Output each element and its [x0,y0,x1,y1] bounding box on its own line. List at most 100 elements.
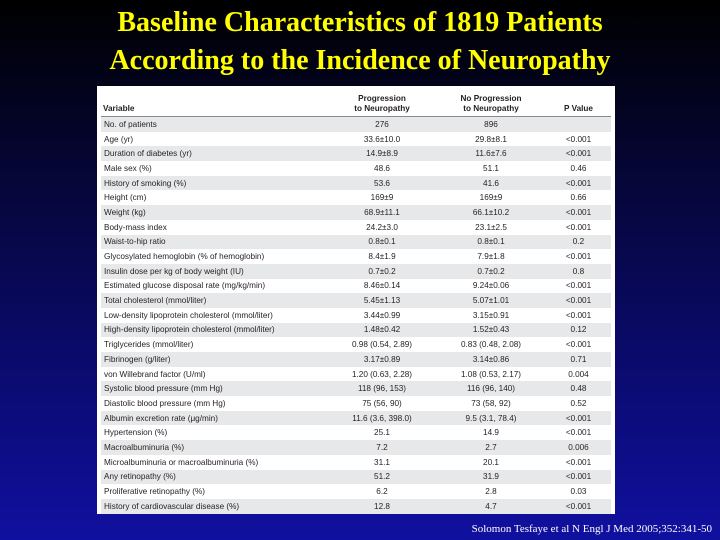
header-p-value: P Value [546,89,611,117]
cell-variable: Microalbuminuria or macroalbuminuria (%) [101,454,328,470]
cell-progression: 14.9±8.9 [328,146,436,162]
cell-p-value: <0.001 [546,337,611,352]
cell-no-progression: 1.08 (0.53, 2.17) [436,366,546,382]
cell-progression: 48.6 [328,161,436,176]
table-row: Low-density lipoprotein cholesterol (mmo… [101,307,611,323]
cell-no-progression: 14.9 [436,425,546,441]
cell-progression: 68.9±11.1 [328,205,436,220]
cell-p-value: 0.48 [546,381,611,397]
cell-variable: Diastolic blood pressure (mm Hg) [101,396,328,411]
cell-progression: 6.2 [328,484,436,499]
cell-no-progression: 2.8 [436,484,546,499]
cell-variable: Triglycerides (mmol/liter) [101,337,328,352]
cell-p-value: <0.001 [546,175,611,191]
cell-no-progression: 116 (96, 140) [436,381,546,397]
table-row: Macroalbuminuria (%) 7.2 2.7 0.006 [101,440,611,455]
cell-variable: Proliferative retinopathy (%) [101,484,328,499]
cell-no-progression: 9.24±0.06 [436,278,546,294]
cell-p-value: <0.001 [546,454,611,470]
baseline-characteristics-table-panel: Variable Progression to Neuropathy No Pr… [97,86,615,514]
cell-variable: Waist-to-hip ratio [101,234,328,250]
cell-variable: Total cholesterol (mmol/liter) [101,293,328,308]
cell-no-progression: 31.9 [436,469,546,485]
cell-variable: Albumin excretion rate (μg/min) [101,410,328,426]
cell-progression: 8.46±0.14 [328,278,436,294]
header-no-progression: No Progression to Neuropathy [436,89,546,117]
cell-no-progression: 169±9 [436,190,546,206]
cell-no-progression: 5.07±1.01 [436,293,546,308]
table-row: Total cholesterol (mmol/liter) 5.45±1.13 5… [101,293,611,308]
cell-variable: Duration of diabetes (yr) [101,146,328,162]
table-row: Any retinopathy (%) 51.2 31.9 <0.001 [101,469,611,485]
cell-variable: Glycosylated hemoglobin (% of hemoglobin… [101,249,328,264]
cell-variable: Low-density lipoprotein cholesterol (mmo… [101,307,328,323]
header-progression: Progression to Neuropathy [328,89,436,117]
slide-title: Baseline Characteristics of 1819 Patient… [0,4,720,80]
cell-p-value: 0.66 [546,190,611,206]
cell-variable: History of cardiovascular disease (%) [101,498,328,514]
cell-variable: Systolic blood pressure (mm Hg) [101,381,328,397]
cell-p-value: <0.001 [546,469,611,485]
cell-progression: 0.7±0.2 [328,263,436,279]
table-row: Systolic blood pressure (mm Hg) 118 (96, … [101,381,611,397]
table-row: Proliferative retinopathy (%) 6.2 2.8 0.03 [101,484,611,499]
cell-progression: 5.45±1.13 [328,293,436,308]
cell-p-value: <0.001 [546,219,611,235]
cell-variable: High-density lipoprotein cholesterol (mm… [101,322,328,338]
cell-progression: 169±9 [328,190,436,206]
cell-variable: Male sex (%) [101,161,328,176]
cell-no-progression: 3.15±0.91 [436,307,546,323]
cell-variable: Insulin dose per kg of body weight (IU) [101,263,328,279]
cell-p-value: 0.46 [546,161,611,176]
table-row: Male sex (%) 48.6 51.1 0.46 [101,161,611,176]
cell-no-progression: 73 (58, 92) [436,396,546,411]
cell-variable: von Willebrand factor (U/ml) [101,366,328,382]
cell-p-value: 0.71 [546,352,611,367]
cell-p-value: 0.2 [546,234,611,250]
table-row: Glycosylated hemoglobin (% of hemoglobin… [101,249,611,264]
cell-no-progression: 0.83 (0.48, 2.08) [436,337,546,352]
table-row: Insulin dose per kg of body weight (IU) 0… [101,263,611,279]
cell-progression: 25.1 [328,425,436,441]
cell-p-value: <0.001 [546,307,611,323]
cell-no-progression: 3.14±0.86 [436,352,546,367]
cell-variable: Macroalbuminuria (%) [101,440,328,455]
table-row: Estimated glucose disposal rate (mg/kg/m… [101,278,611,294]
cell-p-value: <0.001 [546,498,611,514]
cell-no-progression: 23.1±2.5 [436,219,546,235]
table-row: Hypertension (%) 25.1 14.9 <0.001 [101,425,611,441]
cell-progression: 75 (56, 90) [328,396,436,411]
cell-p-value: 0.03 [546,484,611,499]
cell-variable: Height (cm) [101,190,328,206]
cell-progression: 53.6 [328,175,436,191]
cell-progression: 7.2 [328,440,436,455]
cell-progression: 3.17±0.89 [328,352,436,367]
cell-progression: 118 (96, 153) [328,381,436,397]
cell-no-progression: 41.6 [436,175,546,191]
cell-variable: Hypertension (%) [101,425,328,441]
table-row: Weight (kg) 68.9±11.1 66.1±10.2 <0.001 [101,205,611,220]
cell-variable: Body-mass index [101,219,328,235]
cell-variable: No. of patients [101,116,328,132]
cell-no-progression: 0.8±0.1 [436,234,546,250]
table-header: Variable Progression to Neuropathy No Pr… [101,89,611,117]
cell-no-progression: 4.7 [436,498,546,514]
table-row: No. of patients 276 896 [101,116,611,132]
table-row: History of cardiovascular disease (%) 12.… [101,498,611,514]
cell-progression: 0.8±0.1 [328,234,436,250]
cell-p-value: 0.8 [546,263,611,279]
table-body: No. of patients 276 896 Age (yr) 33.6±10.0 29… [101,116,611,514]
cell-no-progression: 1.52±0.43 [436,322,546,338]
cell-no-progression: 2.7 [436,440,546,455]
cell-progression: 11.6 (3.6, 398.0) [328,410,436,426]
cell-no-progression: 66.1±10.2 [436,205,546,220]
cell-progression: 3.44±0.99 [328,307,436,323]
cell-progression: 31.1 [328,454,436,470]
cell-p-value: <0.001 [546,425,611,441]
table-header-row: Variable Progression to Neuropathy No Pr… [101,89,611,117]
cell-p-value: <0.001 [546,146,611,162]
cell-no-progression: 29.8±8.1 [436,131,546,147]
cell-variable: Estimated glucose disposal rate (mg/kg/m… [101,278,328,294]
cell-progression: 276 [328,116,436,132]
cell-no-progression: 7.9±1.8 [436,249,546,264]
